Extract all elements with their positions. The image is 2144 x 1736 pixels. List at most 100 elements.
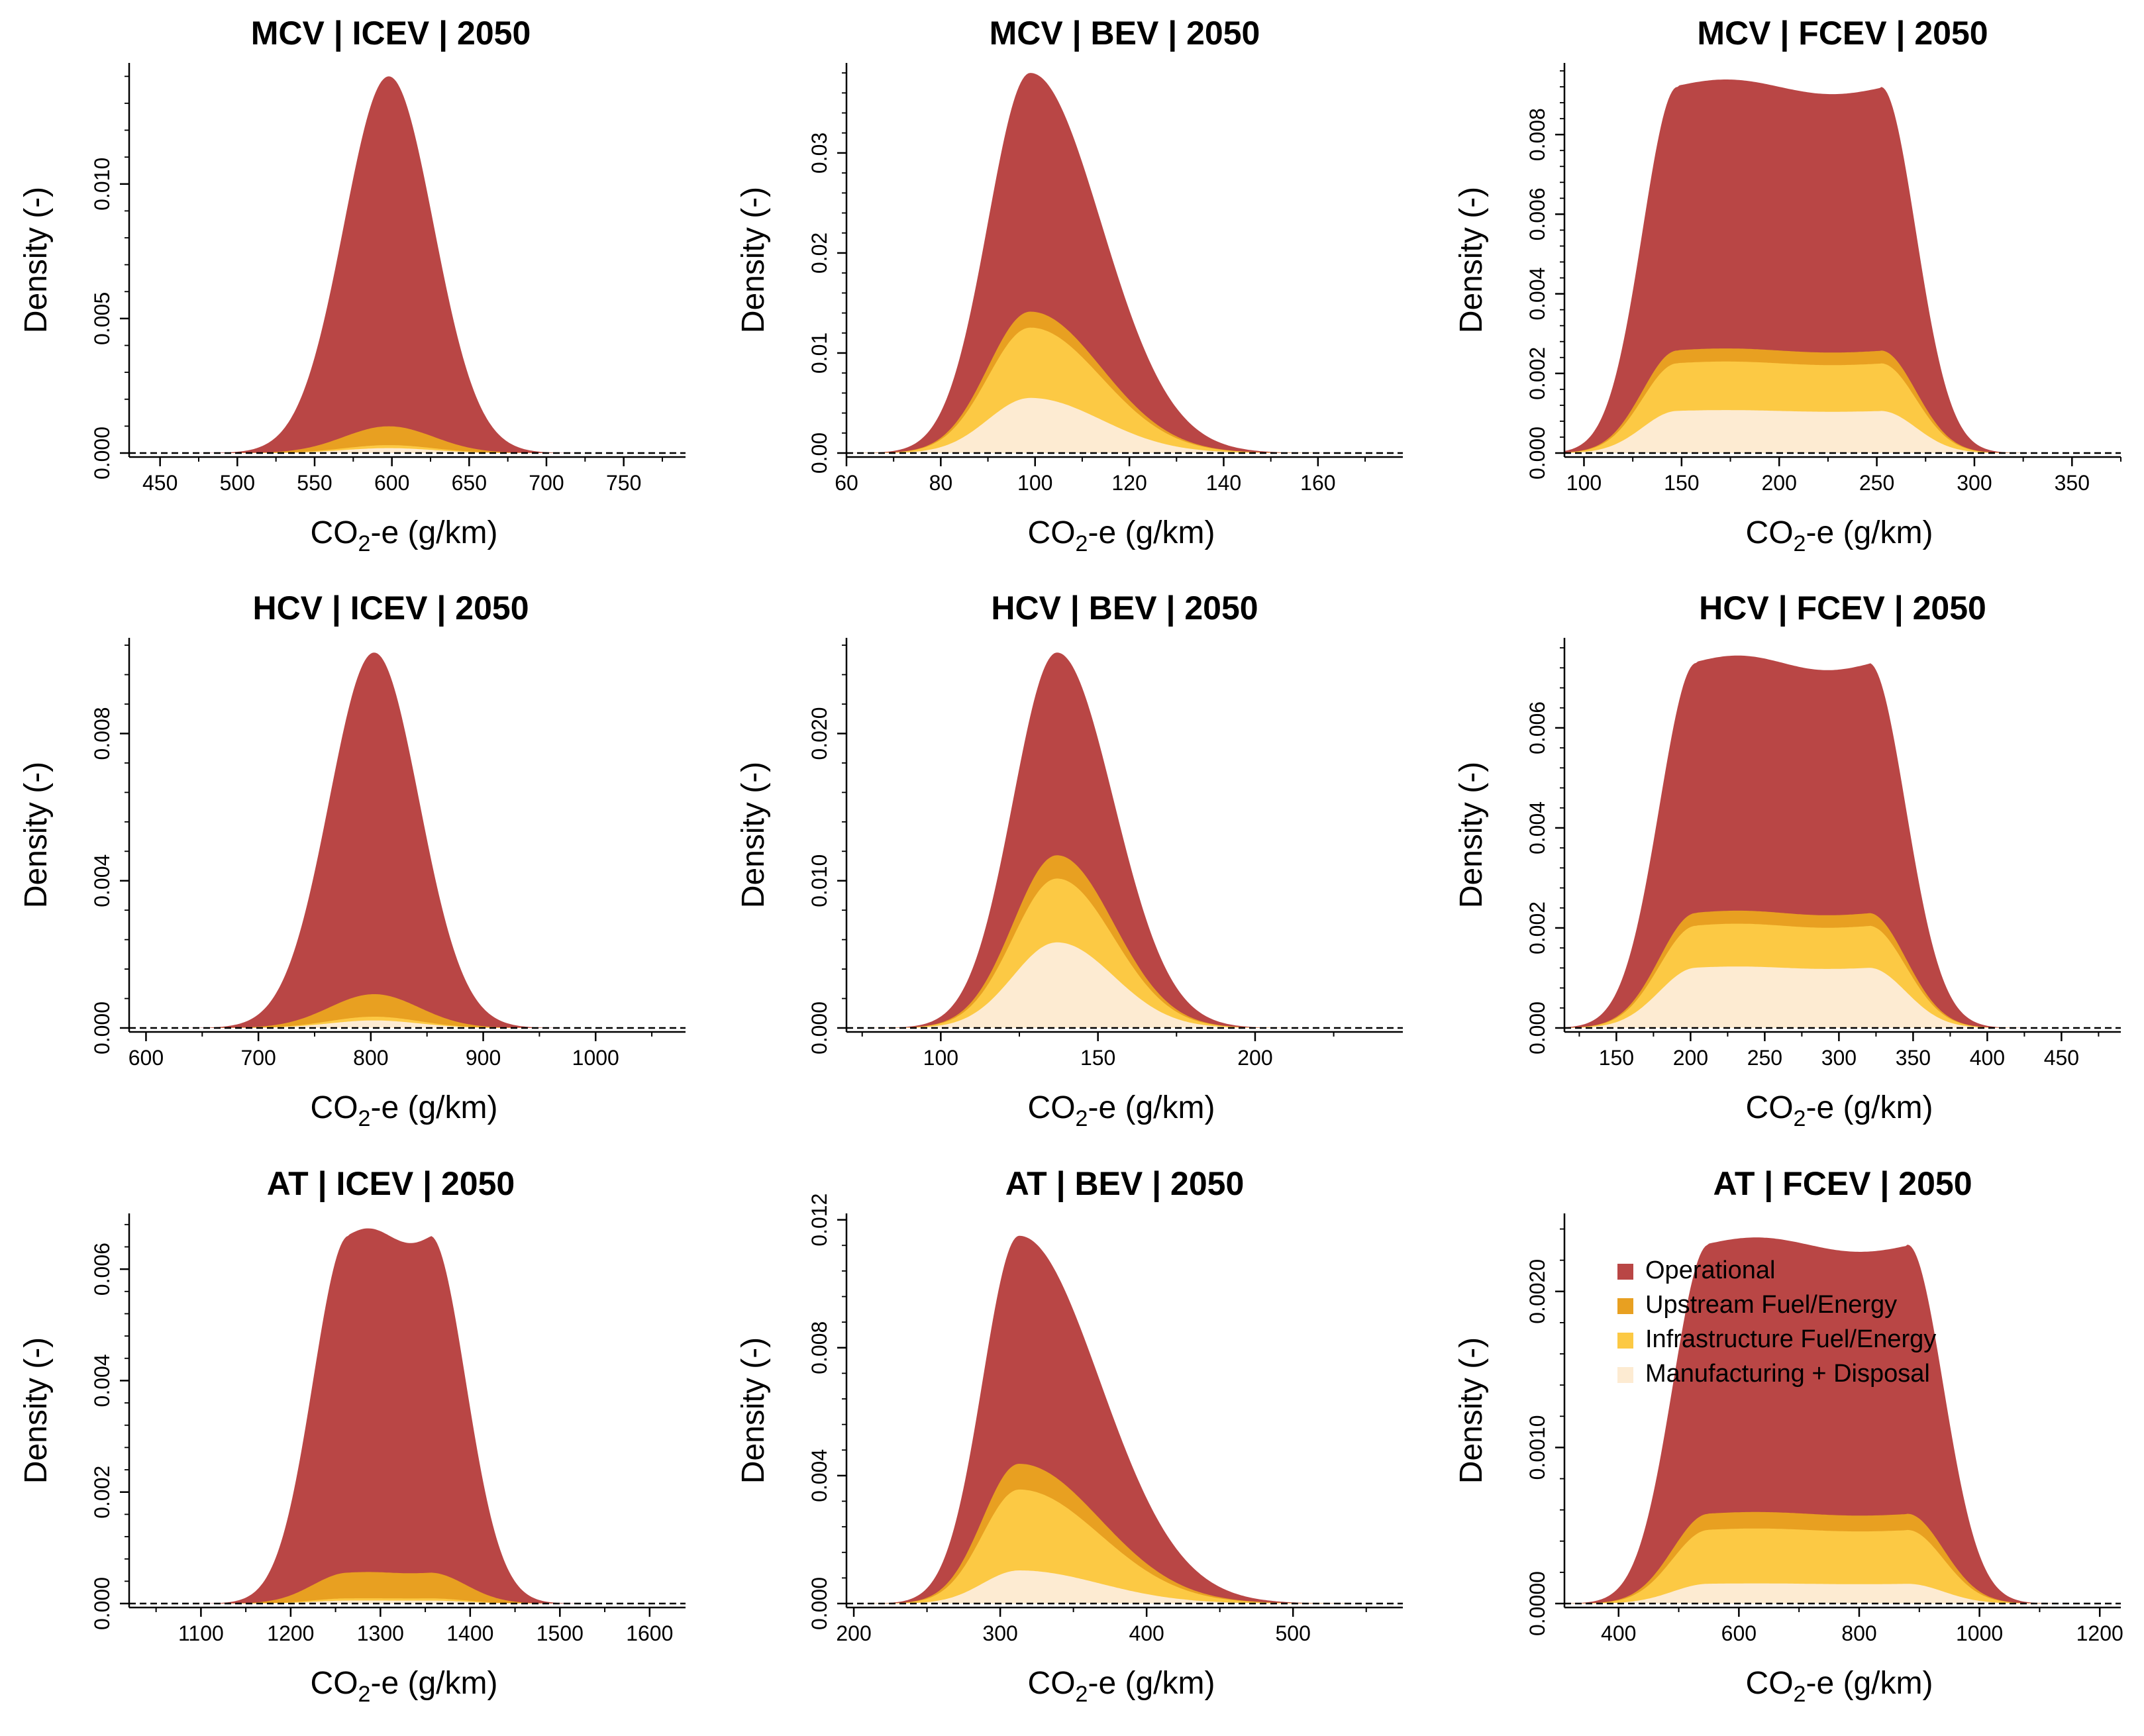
x-tick-label: 700 [240,1046,276,1070]
area-operational [846,73,1403,454]
x-tick-label: 300 [1821,1046,1857,1070]
y-axis-label: Density (-) [19,187,54,333]
area-manufacturing [129,448,686,453]
area-manufacturing [129,1020,686,1028]
x-tick-label: 1400 [446,1621,493,1645]
x-axis-label: CO2-e (g/km) [311,515,498,556]
area-manufacturing [129,1600,686,1604]
y-tick-label: 0.00 [807,433,831,474]
panel-title: MCV | FCEV | 2050 [1697,15,1988,52]
y-tick-label: 0.004 [1525,801,1549,854]
area-manufacturing [846,942,1403,1028]
y-tick-label: 0.004 [90,1354,114,1407]
x-tick-label: 250 [1747,1046,1782,1070]
x-tick-label: 600 [1721,1621,1757,1645]
y-tick-label: 0.000 [90,1577,114,1630]
x-tick-label: 700 [529,471,564,495]
y-tick-label: 0.000 [90,427,114,480]
x-tick-label: 300 [982,1621,1017,1645]
x-tick-label: 150 [1599,1046,1634,1070]
area-operational [129,76,686,454]
legend-swatch [1617,1367,1633,1383]
panel-title: AT | FCEV | 2050 [1713,1165,1972,1203]
area-operational [846,652,1403,1028]
x-axis-label: CO2-e (g/km) [1028,1666,1215,1707]
panel-title: MCV | ICEV | 2050 [251,15,531,52]
panel-4: 600 700 800 900 1000 0.000 0.004 0.008 HCV | ICE… [19,589,686,1131]
panel-9: 400 600 800 1000 1200 0.0000 0.0010 0.0020 AT | … [1454,1165,2123,1707]
y-tick-label: 0.0000 [1525,1571,1549,1636]
y-tick-label: 0.008 [90,707,114,760]
y-tick-label: 0.000 [1525,1001,1549,1054]
x-tick-label: 400 [1129,1621,1164,1645]
panel-3: 100 150 200 250 300 350 0.000 0.002 0.004 0.006 0.… [1454,15,2121,556]
y-axis-label: Density (-) [736,1337,771,1484]
x-tick-label: 350 [1896,1046,1931,1070]
x-tick-label: 450 [2044,1046,2079,1070]
y-axis-label: Density (-) [19,1337,54,1484]
area-upstream [129,426,686,453]
area-operational [1564,1237,2121,1604]
y-axis-label: Density (-) [1454,762,1489,908]
panel-5: 100 150 200 0.000 0.010 0.020 HCV | BEV | 2050… [736,589,1403,1131]
y-tick-label: 0.000 [90,1001,114,1054]
panel-title: HCV | BEV | 2050 [991,589,1258,627]
x-tick-label: 1200 [2076,1621,2123,1645]
y-tick-label: 0.03 [807,132,831,174]
x-tick-label: 100 [1017,471,1052,495]
x-tick-label: 200 [836,1621,871,1645]
x-tick-label: 160 [1300,471,1335,495]
panel-7: 1100 1200 1300 1400 1500 1600 0.000 0.002 0.004 0… [19,1165,686,1707]
x-tick-label: 1300 [357,1621,404,1645]
area-upstream [846,855,1403,1028]
legend-label: Upstream Fuel/Energy [1645,1291,1897,1319]
legend-label: Operational [1645,1256,1775,1284]
y-tick-label: 0.010 [807,854,831,907]
panel-title: HCV | ICEV | 2050 [252,589,529,627]
area-manufacturing [1564,966,2121,1028]
panel-6: 150 200 250 300 350 400 450 0.000 0.002 0.004 0.00… [1454,589,2121,1131]
x-tick-label: 200 [1673,1046,1708,1070]
legend-swatch [1617,1264,1633,1280]
y-tick-label: 0.004 [1525,268,1549,321]
y-tick-label: 0.006 [90,1243,114,1296]
x-tick-label: 100 [923,1046,958,1070]
y-tick-label: 0.008 [1525,108,1549,161]
x-tick-label: 750 [606,471,641,495]
x-tick-label: 800 [1841,1621,1876,1645]
x-tick-label: 600 [128,1046,164,1070]
area-manufacturing [846,397,1403,453]
x-tick-label: 550 [297,471,332,495]
y-tick-label: 0.000 [807,1001,831,1054]
area-manufacturing [1564,1583,2121,1604]
x-tick-label: 1200 [267,1621,314,1645]
x-tick-label: 60 [835,471,858,495]
area-infrastructure [846,878,1403,1028]
x-axis-label: CO2-e (g/km) [1028,1090,1215,1131]
y-tick-label: 0.020 [807,707,831,760]
x-tick-label: 900 [466,1046,501,1070]
legend-label: Infrastructure Fuel/Energy [1645,1325,1936,1353]
area-manufacturing [1564,410,2121,453]
x-tick-label: 200 [1762,471,1797,495]
y-tick-label: 0.000 [1525,427,1549,480]
x-axis-label: CO2-e (g/km) [1746,515,1933,556]
y-axis-label: Density (-) [736,762,771,908]
x-tick-label: 150 [1080,1046,1115,1070]
y-tick-label: 0.002 [90,1466,114,1519]
x-tick-label: 1100 [178,1621,224,1645]
y-tick-label: 0.0020 [1525,1259,1549,1324]
y-tick-label: 0.02 [807,232,831,274]
area-infrastructure [846,1489,1403,1604]
y-tick-label: 0.004 [90,854,114,907]
x-tick-label: 600 [374,471,409,495]
area-upstream [129,1572,686,1604]
y-tick-label: 0.002 [1525,901,1549,954]
legend-label: Manufacturing + Disposal [1645,1360,1930,1388]
panel-title: AT | ICEV | 2050 [267,1165,515,1203]
y-tick-label: 0.010 [90,158,114,211]
x-tick-label: 450 [142,471,178,495]
y-tick-label: 0.006 [1525,187,1549,240]
area-operational [846,1235,1403,1604]
